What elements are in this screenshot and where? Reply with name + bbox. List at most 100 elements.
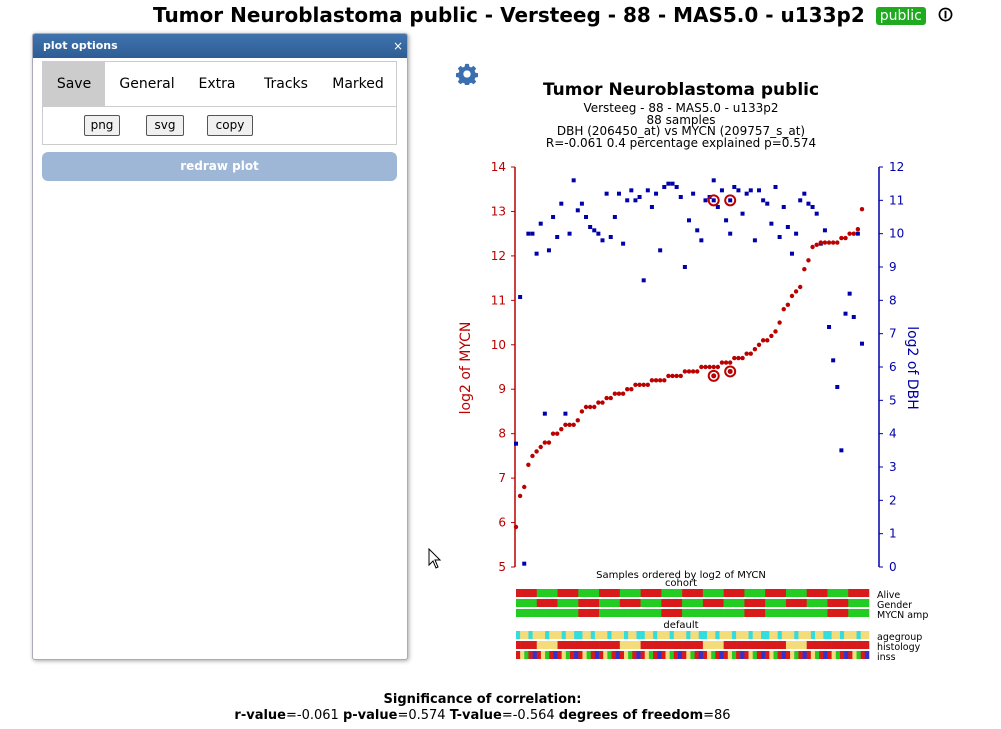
copy-button[interactable]: copy <box>207 115 253 136</box>
mycn-point <box>851 231 856 236</box>
dbh-point <box>654 191 659 196</box>
tab-marked[interactable]: Marked <box>332 76 384 92</box>
tab-general[interactable]: General <box>119 76 175 92</box>
track-cell <box>777 641 783 649</box>
track-cell <box>540 651 546 659</box>
dbh-point <box>695 228 700 233</box>
track-cell <box>599 599 604 607</box>
track-cell <box>524 609 529 617</box>
y-right-tick-label: 11 <box>889 193 904 207</box>
info-icon[interactable] <box>938 7 953 22</box>
track-cell <box>827 609 832 617</box>
track-cell <box>607 631 612 639</box>
tab-tracks[interactable]: Tracks <box>264 76 308 92</box>
track-cell <box>532 651 538 659</box>
settings-gear-icon[interactable] <box>456 63 478 85</box>
track-cell <box>628 631 633 639</box>
track-cell <box>632 609 637 617</box>
dbh-point <box>691 191 696 196</box>
track-cell <box>702 609 708 617</box>
track-cell <box>565 631 571 639</box>
track-cell <box>752 609 758 617</box>
track-cell <box>644 599 650 607</box>
track-cell <box>794 589 799 597</box>
track-cell <box>632 641 637 649</box>
track-cell <box>648 599 654 607</box>
png-button[interactable]: png <box>84 115 120 136</box>
track-cell <box>682 609 687 617</box>
track-cell <box>794 609 799 617</box>
redraw-plot-button[interactable]: redraw plot <box>42 152 397 181</box>
track-cell <box>769 641 774 649</box>
tab-extra[interactable]: Extra <box>198 76 236 92</box>
track-cell <box>603 609 608 617</box>
chart-title: Tumor Neuroblastoma public <box>543 80 819 100</box>
track-cell <box>806 609 812 617</box>
track-cell <box>653 631 658 639</box>
track-cell <box>715 599 720 607</box>
track-cell <box>615 599 621 607</box>
track-cell <box>856 609 861 617</box>
track-cell <box>864 609 870 617</box>
track-cell <box>831 599 837 607</box>
track-cell <box>823 631 828 639</box>
mycn-point <box>645 382 651 387</box>
track-cell <box>860 609 866 617</box>
track-cell <box>644 589 650 597</box>
svg-button[interactable]: svg <box>146 115 184 136</box>
track-cell <box>516 651 521 659</box>
close-icon[interactable]: × <box>392 39 403 53</box>
highlighted-dbh-point <box>724 194 737 207</box>
mycn-point <box>756 342 762 347</box>
track-cell <box>565 599 571 607</box>
track-cell <box>719 631 724 639</box>
track-cell <box>823 589 828 597</box>
track-cell <box>756 641 762 649</box>
dbh-point <box>777 235 782 239</box>
mycn-point <box>715 364 721 370</box>
track-cell <box>815 651 820 659</box>
mycn-point <box>859 207 865 212</box>
mycn-point <box>542 440 548 445</box>
track-cell <box>524 599 529 607</box>
mycn-point <box>839 235 844 241</box>
track-cell <box>686 651 691 659</box>
mycn-point <box>587 404 593 410</box>
mycn-point <box>604 395 609 401</box>
track-cell <box>590 641 596 649</box>
track-cell <box>839 631 845 639</box>
track-cell <box>761 599 766 607</box>
dbh-point <box>584 215 589 219</box>
track-cell <box>540 641 546 649</box>
track-cell <box>665 589 670 597</box>
track-cell <box>648 589 654 597</box>
track-cell <box>549 641 554 649</box>
track-cell <box>765 651 770 659</box>
track-cell <box>582 631 587 639</box>
track-cell <box>545 631 550 639</box>
dbh-point <box>645 188 650 193</box>
track-cell <box>516 609 521 617</box>
track-cell <box>528 651 533 659</box>
track-cell <box>698 609 704 617</box>
track-cell <box>673 641 679 649</box>
track-cell <box>657 641 662 649</box>
track-cell <box>623 651 629 659</box>
track-cell <box>673 599 679 607</box>
track-cell <box>694 631 700 639</box>
track-cell <box>848 589 853 597</box>
track-cell <box>619 599 625 607</box>
track-cell <box>831 589 837 597</box>
dbh-point <box>518 295 523 299</box>
track-cell <box>553 631 558 639</box>
track-cell <box>623 609 629 617</box>
track-cell <box>844 599 849 607</box>
track-cell <box>632 589 637 597</box>
track-cell <box>852 589 857 597</box>
track-cell <box>740 609 745 617</box>
tab-save[interactable]: Save <box>43 62 105 106</box>
dbh-point <box>629 188 634 193</box>
track-cell <box>727 651 733 659</box>
track-cell <box>731 599 737 607</box>
track-cell <box>707 631 712 639</box>
